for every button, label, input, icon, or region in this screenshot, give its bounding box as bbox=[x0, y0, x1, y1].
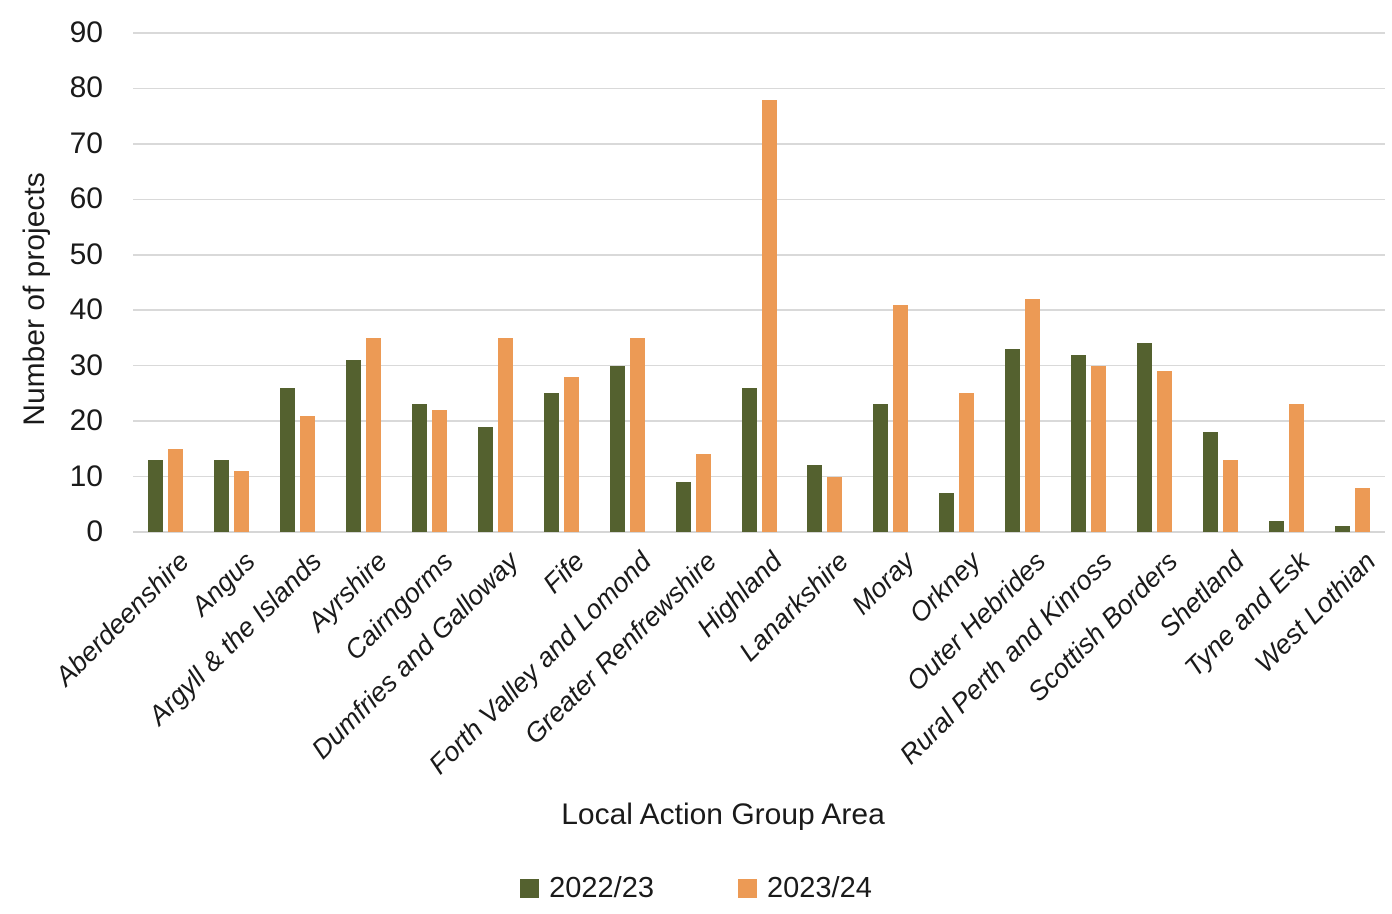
x-tick-label: Aberdeenshire bbox=[49, 546, 196, 692]
legend-swatch-icon bbox=[520, 879, 540, 898]
bar-2023-24-tyne-and-esk bbox=[1288, 404, 1304, 532]
bar-2023-24-highland bbox=[761, 99, 777, 532]
legend-label: 2022/23 bbox=[549, 872, 654, 904]
bar-2022-23-lanarkshire bbox=[807, 465, 823, 532]
gridline-10 bbox=[133, 475, 1385, 478]
bar-2023-24-outer-hebrides bbox=[1025, 299, 1041, 532]
y-tick-label: 10 bbox=[69, 459, 103, 493]
bar-2022-23-greater-renfrewshire bbox=[675, 482, 691, 532]
y-tick-label: 0 bbox=[86, 515, 103, 548]
bar-2022-23-forth-valley-and-lomond bbox=[609, 365, 625, 532]
y-tick-label: 40 bbox=[69, 293, 103, 327]
x-tick-label: Fife bbox=[537, 546, 591, 600]
y-tick-label: 90 bbox=[69, 16, 103, 49]
gridline-30 bbox=[133, 364, 1385, 367]
bar-2023-24-rural-perth-and-kinross bbox=[1090, 365, 1106, 532]
bar-2023-24-west-lothian bbox=[1354, 487, 1370, 532]
legend-item-2023-24: 2023/24 bbox=[738, 872, 872, 905]
bar-2022-23-west-lothian bbox=[1334, 526, 1350, 532]
gridline-80 bbox=[133, 87, 1385, 90]
bar-2023-24-orkney bbox=[959, 393, 975, 532]
bar-2022-23-aberdeenshire bbox=[148, 459, 164, 532]
gridline-70 bbox=[133, 143, 1385, 145]
bar-2023-24-aberdeenshire bbox=[168, 448, 184, 532]
bar-2023-24-argyll-the-islands bbox=[300, 415, 316, 532]
gridline-90 bbox=[133, 32, 1385, 34]
legend-swatch-icon bbox=[738, 879, 757, 898]
bar-2023-24-ayrshire bbox=[366, 337, 382, 532]
bar-2022-23-fife bbox=[543, 393, 559, 532]
y-tick-label: 70 bbox=[69, 126, 103, 160]
legend-item-2022-23: 2022/23 bbox=[520, 872, 654, 905]
bar-2022-23-shetland bbox=[1202, 432, 1218, 532]
bar-2023-24-fife bbox=[563, 376, 579, 532]
gridline-50 bbox=[133, 254, 1385, 256]
bar-2022-23-moray bbox=[873, 404, 889, 532]
y-tick-label: 20 bbox=[69, 404, 103, 438]
bar-2022-23-rural-perth-and-kinross bbox=[1070, 354, 1086, 532]
x-axis-title: Local Action Group Area bbox=[561, 798, 885, 831]
y-tick-label: 30 bbox=[69, 348, 103, 382]
bar-2023-24-scottish-borders bbox=[1156, 371, 1172, 532]
bar-2022-23-outer-hebrides bbox=[1005, 349, 1021, 532]
bar-2022-23-ayrshire bbox=[346, 360, 362, 532]
gridline-0 bbox=[133, 530, 1385, 534]
bar-2022-23-highland bbox=[741, 387, 757, 532]
bar-2022-23-scottish-borders bbox=[1136, 343, 1152, 532]
legend: 2022/23 2023/24 bbox=[0, 872, 1392, 905]
gridline-40 bbox=[133, 309, 1385, 311]
bar-2022-23-tyne-and-esk bbox=[1268, 520, 1284, 532]
y-tick-label: 60 bbox=[69, 182, 103, 216]
bar-2022-23-argyll-the-islands bbox=[280, 387, 296, 532]
bar-2023-24-dumfries-and-galloway bbox=[497, 337, 513, 532]
bar-2023-24-forth-valley-and-lomond bbox=[629, 337, 645, 532]
bar-2022-23-angus bbox=[214, 459, 230, 532]
bar-2022-23-dumfries-and-galloway bbox=[477, 426, 493, 532]
y-tick-label: 50 bbox=[69, 237, 103, 271]
bar-2023-24-cairngorms bbox=[432, 410, 448, 532]
gridline-60 bbox=[133, 198, 1385, 201]
bar-2023-24-angus bbox=[234, 471, 250, 532]
bar-2022-23-orkney bbox=[939, 493, 955, 532]
bar-2023-24-lanarkshire bbox=[827, 476, 843, 532]
legend-label: 2023/24 bbox=[767, 872, 872, 904]
bar-2023-24-greater-renfrewshire bbox=[695, 454, 711, 532]
y-tick-label: 80 bbox=[69, 71, 103, 105]
bar-2022-23-cairngorms bbox=[412, 404, 428, 532]
bar-2023-24-moray bbox=[893, 304, 909, 532]
gridline-20 bbox=[133, 420, 1385, 422]
bar-2023-24-shetland bbox=[1222, 459, 1238, 532]
